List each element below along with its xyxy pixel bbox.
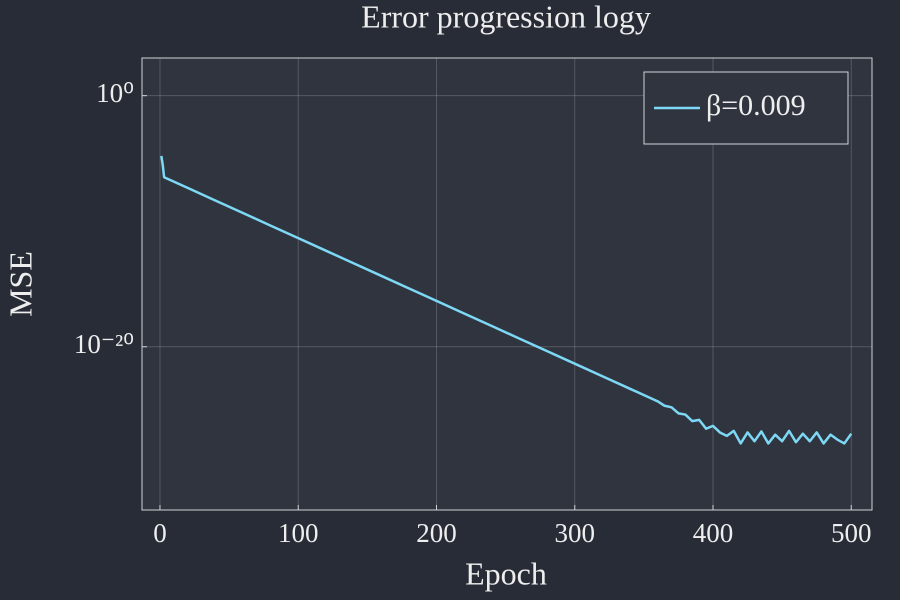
x-tick-label: 100 [278,518,319,548]
y-tick-label: 10⁰ [96,78,134,108]
x-axis-label: Epoch [465,555,547,591]
x-tick-label: 300 [554,518,595,548]
line [160,155,853,445]
x-tick-label: 400 [693,518,734,548]
chart-title: Error progression logy [361,0,651,34]
x-tick-label: 200 [416,518,457,548]
y-tick-label: 10⁻²⁰ [74,329,134,359]
legend-label: β=0.009 [706,89,806,122]
x-tick-label: 0 [153,518,167,548]
x-tick-label: 500 [831,518,872,548]
y-axis-label: MSE [2,251,38,317]
